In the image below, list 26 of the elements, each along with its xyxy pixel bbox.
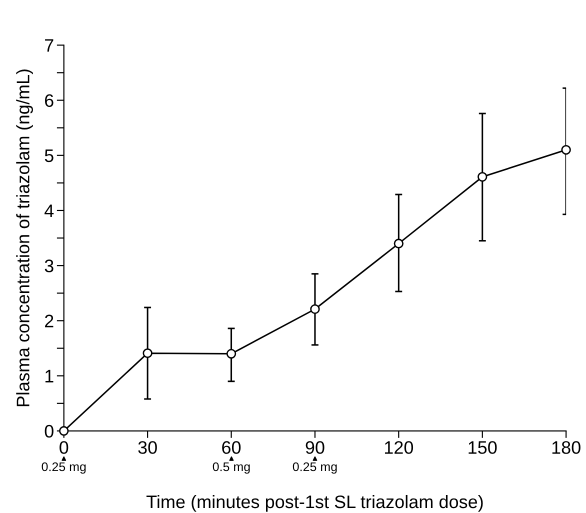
x-tick-label: 0 [60, 441, 68, 454]
x-tick-label: 60 [222, 441, 241, 454]
x-tick-label: 120 [384, 441, 414, 454]
x-tick-label: 150 [468, 441, 497, 454]
point [310, 304, 320, 314]
point [478, 172, 488, 182]
x-tick-label: 180 [552, 441, 580, 454]
y-tick-label: 1 [45, 370, 54, 382]
text: 0.5 mg [212, 462, 250, 474]
y-tick-label: 6 [45, 94, 54, 107]
y-tick-label: 5 [44, 149, 54, 162]
text: 0.25 mg [292, 462, 337, 474]
point [226, 348, 236, 359]
x-tick-label: 90 [306, 441, 324, 454]
y-tick-label: 0 [44, 424, 54, 438]
point [142, 348, 152, 358]
y-tick-label: 2 [45, 314, 54, 328]
y-tick-label: 7 [45, 39, 54, 52]
y-tick-label: 3 [44, 260, 54, 272]
y-tick-label: 4 [44, 204, 54, 218]
y-axis-title: Plasma concentration of triazolam (ng/mL) [16, 70, 33, 406]
point [394, 238, 404, 248]
x-tick-label: 30 [138, 441, 157, 454]
point [561, 144, 571, 155]
text: 0.25 mg [42, 462, 86, 474]
x-axis-title: Time (minutes post-1st SL triazolam dose) [146, 494, 483, 512]
